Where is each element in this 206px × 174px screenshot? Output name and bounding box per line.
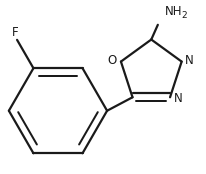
Text: N: N — [174, 92, 182, 105]
Text: N: N — [185, 54, 194, 67]
Text: 2: 2 — [181, 11, 187, 19]
Text: NH: NH — [164, 5, 182, 18]
Text: F: F — [12, 26, 19, 39]
Text: O: O — [108, 54, 117, 67]
